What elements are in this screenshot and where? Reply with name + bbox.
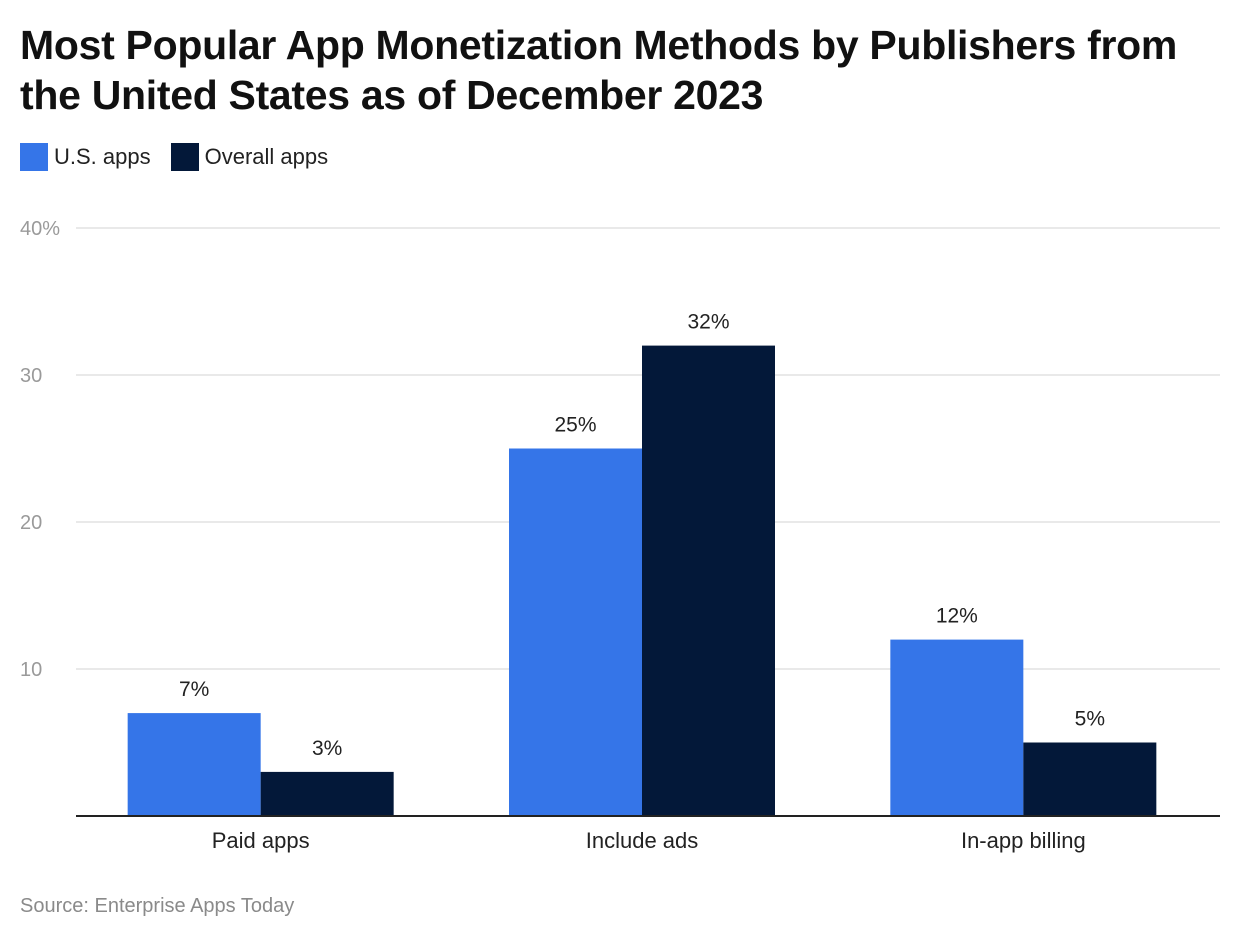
bar — [1023, 742, 1157, 816]
data-label: 7% — [179, 678, 209, 701]
legend-item-us-apps: U.S. apps — [20, 143, 151, 171]
x-tick-label: In-app billing — [961, 828, 1086, 853]
data-label: 12% — [936, 605, 978, 628]
source-note: Source: Enterprise Apps Today — [20, 895, 295, 917]
bar — [260, 771, 394, 816]
legend-item-overall-apps: Overall apps — [170, 143, 329, 171]
bar — [642, 345, 775, 816]
y-tick-label: 40% — [20, 218, 60, 240]
bar — [890, 639, 1024, 816]
legend-label-overall-apps: Overall apps — [204, 144, 329, 169]
data-label: 25% — [554, 414, 596, 437]
x-tick-label: Include ads — [586, 828, 699, 853]
bar — [509, 448, 642, 816]
legend-swatch-us-apps — [20, 143, 48, 171]
legend-label-us-apps: U.S. apps — [54, 144, 151, 169]
y-tick-label: 20 — [20, 512, 42, 534]
y-tick-label: 30 — [20, 365, 42, 387]
data-label: 5% — [1075, 708, 1105, 731]
data-label: 3% — [312, 737, 342, 760]
legend-swatch-overall-apps — [170, 143, 199, 171]
bar-chart: 10 20 30 40% 7% 3% Paid apps 25% 32% Include ads 1… — [20, 218, 1220, 853]
bar — [127, 713, 261, 816]
x-tick-label: Paid apps — [212, 828, 310, 853]
chart-legend: U.S. apps Overall apps — [20, 143, 348, 171]
chart-area: 10 20 30 40% 7% 3% Paid apps 25% 32% Include ads 1… — [0, 200, 1240, 880]
chart-title: Most Popular App Monetization Methods by… — [20, 22, 1178, 118]
data-label: 32% — [687, 311, 729, 334]
y-tick-label: 10 — [20, 659, 42, 681]
